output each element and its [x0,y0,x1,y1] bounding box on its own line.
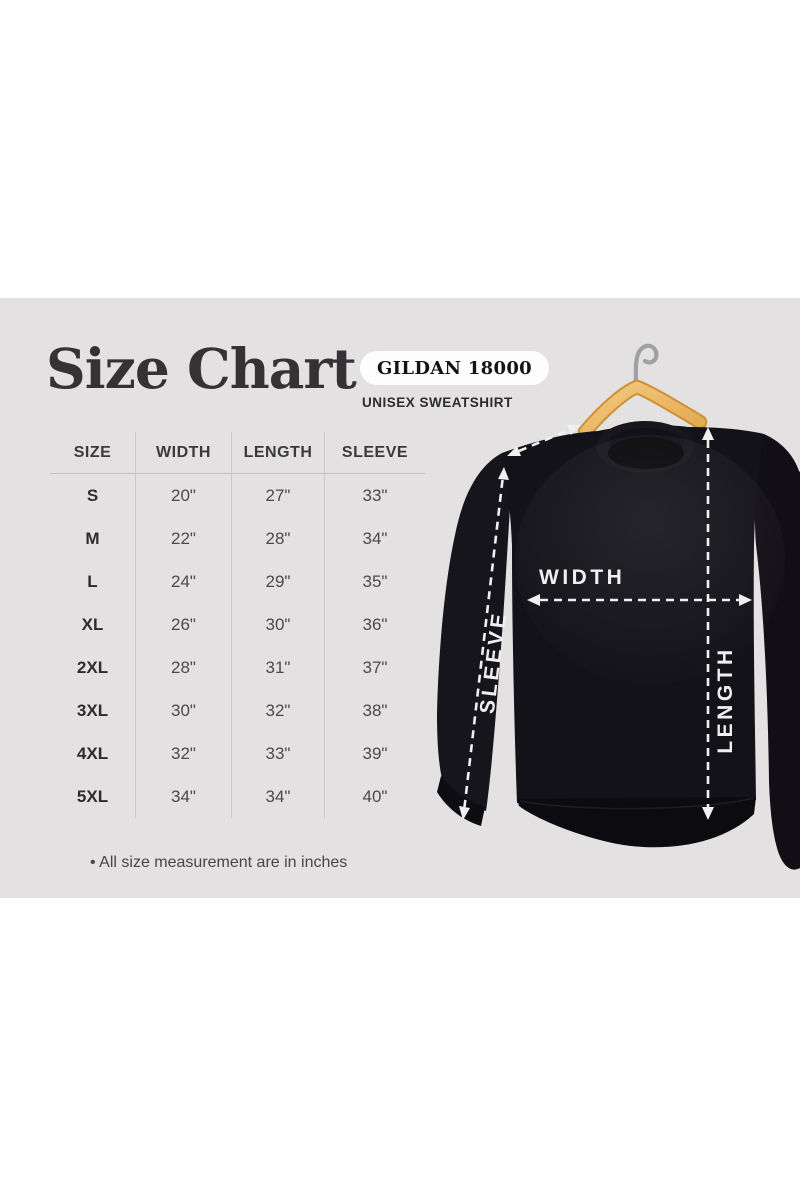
column-header-length: LENGTH [232,432,325,474]
column-header-sleeve: SLEEVE [325,432,425,474]
value-cell: 38" [362,700,388,720]
size-table: SIZE WIDTH LENGTH SLEEVE S 20" 27" 33" M… [50,432,425,818]
value-cell: 35" [362,571,388,591]
width-arrowhead [739,594,752,606]
size-cell: S [50,474,136,517]
size-cell: XL [50,603,136,646]
value-cell: 22" [136,517,232,560]
value-cell: 28" [232,517,325,560]
value-cell: 33" [362,485,388,505]
value-cell: 40" [362,786,388,806]
value-cell: 20" [136,474,232,517]
length-label: LENGTH [714,646,737,753]
value-cell: 34" [136,775,232,818]
product-badge: GILDAN 18000 [360,351,549,385]
length-arrowhead [702,807,714,820]
size-cell: M [50,517,136,560]
sweatshirt-diagram: WIDTH SLEEVE LENGTH [437,343,800,870]
sweatshirt-chest-sheen [515,435,785,685]
value-cell: 32" [136,732,232,775]
value-cell: 29" [232,560,325,603]
hanger-bar-highlight [579,381,706,438]
value-cell: 27" [232,474,325,517]
size-cell: 4XL [50,732,136,775]
value-cell: 24" [136,560,232,603]
value-cell: 39" [362,743,388,763]
column-header-width: WIDTH [136,432,232,474]
value-cell: 26" [136,603,232,646]
size-cell: 3XL [50,689,136,732]
size-cell: 5XL [50,775,136,818]
value-cell: 31" [232,646,325,689]
size-cell: 2XL [50,646,136,689]
sweatshirt-left-cuff [437,776,485,826]
value-cell: 34" [232,775,325,818]
shoulder-arrow [518,428,570,453]
product-subtitle: UNISEX SWEATSHIRT [362,395,513,410]
width-label: WIDTH [539,566,625,589]
sweatshirt-hem-seam [519,797,755,810]
size-cell: L [50,560,136,603]
width-arrowhead [527,594,540,606]
sweatshirt-hem-band [517,797,756,848]
shoulder-arrowhead [507,446,521,456]
sleeve-arrowhead [498,467,509,480]
hanger-hook-icon [633,343,659,392]
length-arrowhead [702,427,714,440]
sleeve-arrowhead [459,806,470,820]
column-header-size: SIZE [50,432,136,474]
value-cell: 37" [362,657,388,677]
arrow-heads [459,425,752,820]
value-cell: 30" [136,689,232,732]
value-cell: 33" [232,732,325,775]
page-title: Size Chart [46,336,357,401]
value-cell: 32" [232,689,325,732]
value-cell: 36" [362,614,388,634]
value-cell: 30" [232,603,325,646]
value-cell: 34" [362,528,388,548]
sweatshirt [437,421,800,870]
measure-arrows [463,428,739,808]
footnote: • All size measurement are in inches [90,854,348,871]
value-cell: 28" [136,646,232,689]
shoulder-arrowhead [567,425,581,435]
